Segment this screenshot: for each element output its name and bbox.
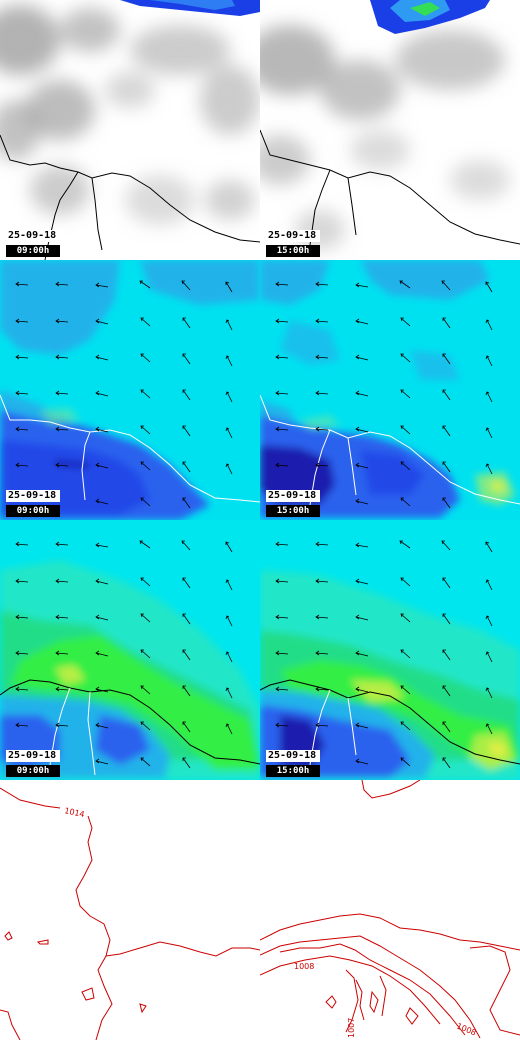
isobars <box>0 787 260 1040</box>
time-label: 09:00h <box>6 505 60 517</box>
date-label: 25-09-18 <box>6 490 60 502</box>
timestamp-label: 25-09-18 15:00h <box>266 230 320 257</box>
date-label: 25-09-18 <box>266 750 320 762</box>
coastline <box>260 129 520 246</box>
wind-vectors <box>15 280 233 509</box>
cloud-map-panel-0900: 25-09-18 09:00h <box>0 0 260 260</box>
wind-field-map <box>260 260 520 520</box>
isobar-label: 1007 <box>347 1018 356 1038</box>
isobar-map-panel-0900: 1014 <box>0 780 260 1040</box>
timestamp-label: 25-09-18 15:00h <box>266 750 320 777</box>
date-label: 25-09-18 <box>6 230 60 242</box>
timestamp-label: 25-09-18 09:00h <box>6 230 60 257</box>
timestamp-label: 25-09-18 09:00h <box>6 490 60 517</box>
time-label: 09:00h <box>6 765 60 777</box>
wind-field-map <box>0 260 260 520</box>
isobar-map: 1008 1007 1008 <box>260 780 520 1040</box>
isobar-map-panel-1500: 1008 1007 1008 <box>260 780 520 1040</box>
timestamp-label: 25-09-18 15:00h <box>266 490 320 517</box>
date-label: 25-09-18 <box>266 490 320 502</box>
wind-vectors <box>275 280 493 509</box>
cloud-map <box>260 0 520 260</box>
wind-map-panel-1500-lower: 25-09-18 15:00h <box>260 520 520 780</box>
wind-vectors <box>15 540 233 769</box>
time-label: 09:00h <box>6 245 60 257</box>
wind-field-map <box>0 520 260 780</box>
wind-field-map <box>260 520 520 780</box>
cloud-map <box>0 0 260 260</box>
wind-map-panel-0900: 25-09-18 09:00h <box>0 260 260 520</box>
date-label: 25-09-18 <box>6 750 60 762</box>
coastline <box>0 394 260 503</box>
cloud-map-panel-1500: 25-09-18 15:00h <box>260 0 520 260</box>
isobar-label: 1014 <box>64 806 86 819</box>
coastline <box>260 679 520 765</box>
isobar-label: 1008 <box>294 962 314 971</box>
isobars <box>260 780 520 1039</box>
timestamp-label: 25-09-18 09:00h <box>6 750 60 777</box>
date-label: 25-09-18 <box>266 230 320 242</box>
time-label: 15:00h <box>266 765 320 777</box>
wind-map-panel-1500: 25-09-18 15:00h <box>260 260 520 520</box>
time-label: 15:00h <box>266 505 320 517</box>
coastline <box>0 679 260 765</box>
time-label: 15:00h <box>266 245 320 257</box>
isobar-map: 1014 <box>0 780 260 1040</box>
wind-vectors <box>275 540 493 769</box>
wind-map-panel-0900-lower: 25-09-18 09:00h <box>0 520 260 780</box>
